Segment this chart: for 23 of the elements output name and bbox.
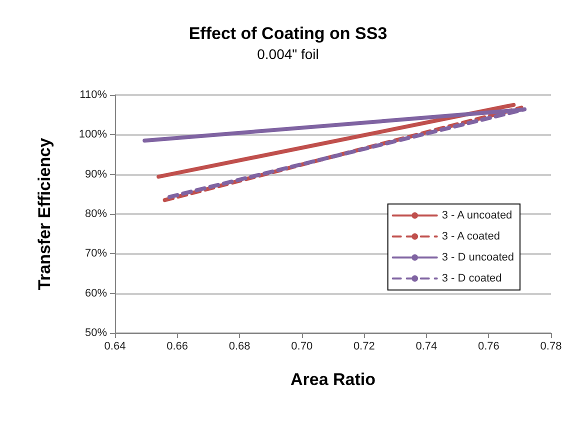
y-tick-label: 80% (84, 208, 108, 220)
y-axis-title: Transfer Efficiency (35, 137, 54, 290)
y-tick-label: 90% (84, 168, 108, 180)
x-tick-label: 0.72 (353, 340, 375, 352)
x-tick-label: 0.66 (166, 340, 188, 352)
x-axis-title: Area Ratio (290, 370, 376, 389)
y-tick-label: 50% (84, 327, 108, 339)
chart-subtitle: 0.004" foil (257, 46, 319, 62)
y-tick-label: 60% (84, 287, 108, 300)
x-tick-label: 0.70 (291, 340, 313, 352)
x-tick-label: 0.76 (478, 340, 500, 352)
legend-label: 3 - D uncoated (442, 252, 514, 264)
y-tick-label: 110% (80, 89, 108, 101)
x-tick-label: 0.74 (416, 340, 438, 352)
x-tick-label: 0.78 (540, 340, 562, 352)
legend-label: 3 - A uncoated (442, 210, 512, 222)
legend-label: 3 - D coated (442, 272, 502, 284)
legend-label: 3 - A coated (442, 230, 500, 242)
y-tick-label: 100% (78, 128, 108, 141)
chart-title: Effect of Coating on SS3 (188, 24, 388, 43)
x-tick-label: 0.64 (104, 340, 126, 352)
y-tick-label: 70% (84, 248, 108, 260)
x-tick-label: 0.68 (228, 340, 250, 352)
